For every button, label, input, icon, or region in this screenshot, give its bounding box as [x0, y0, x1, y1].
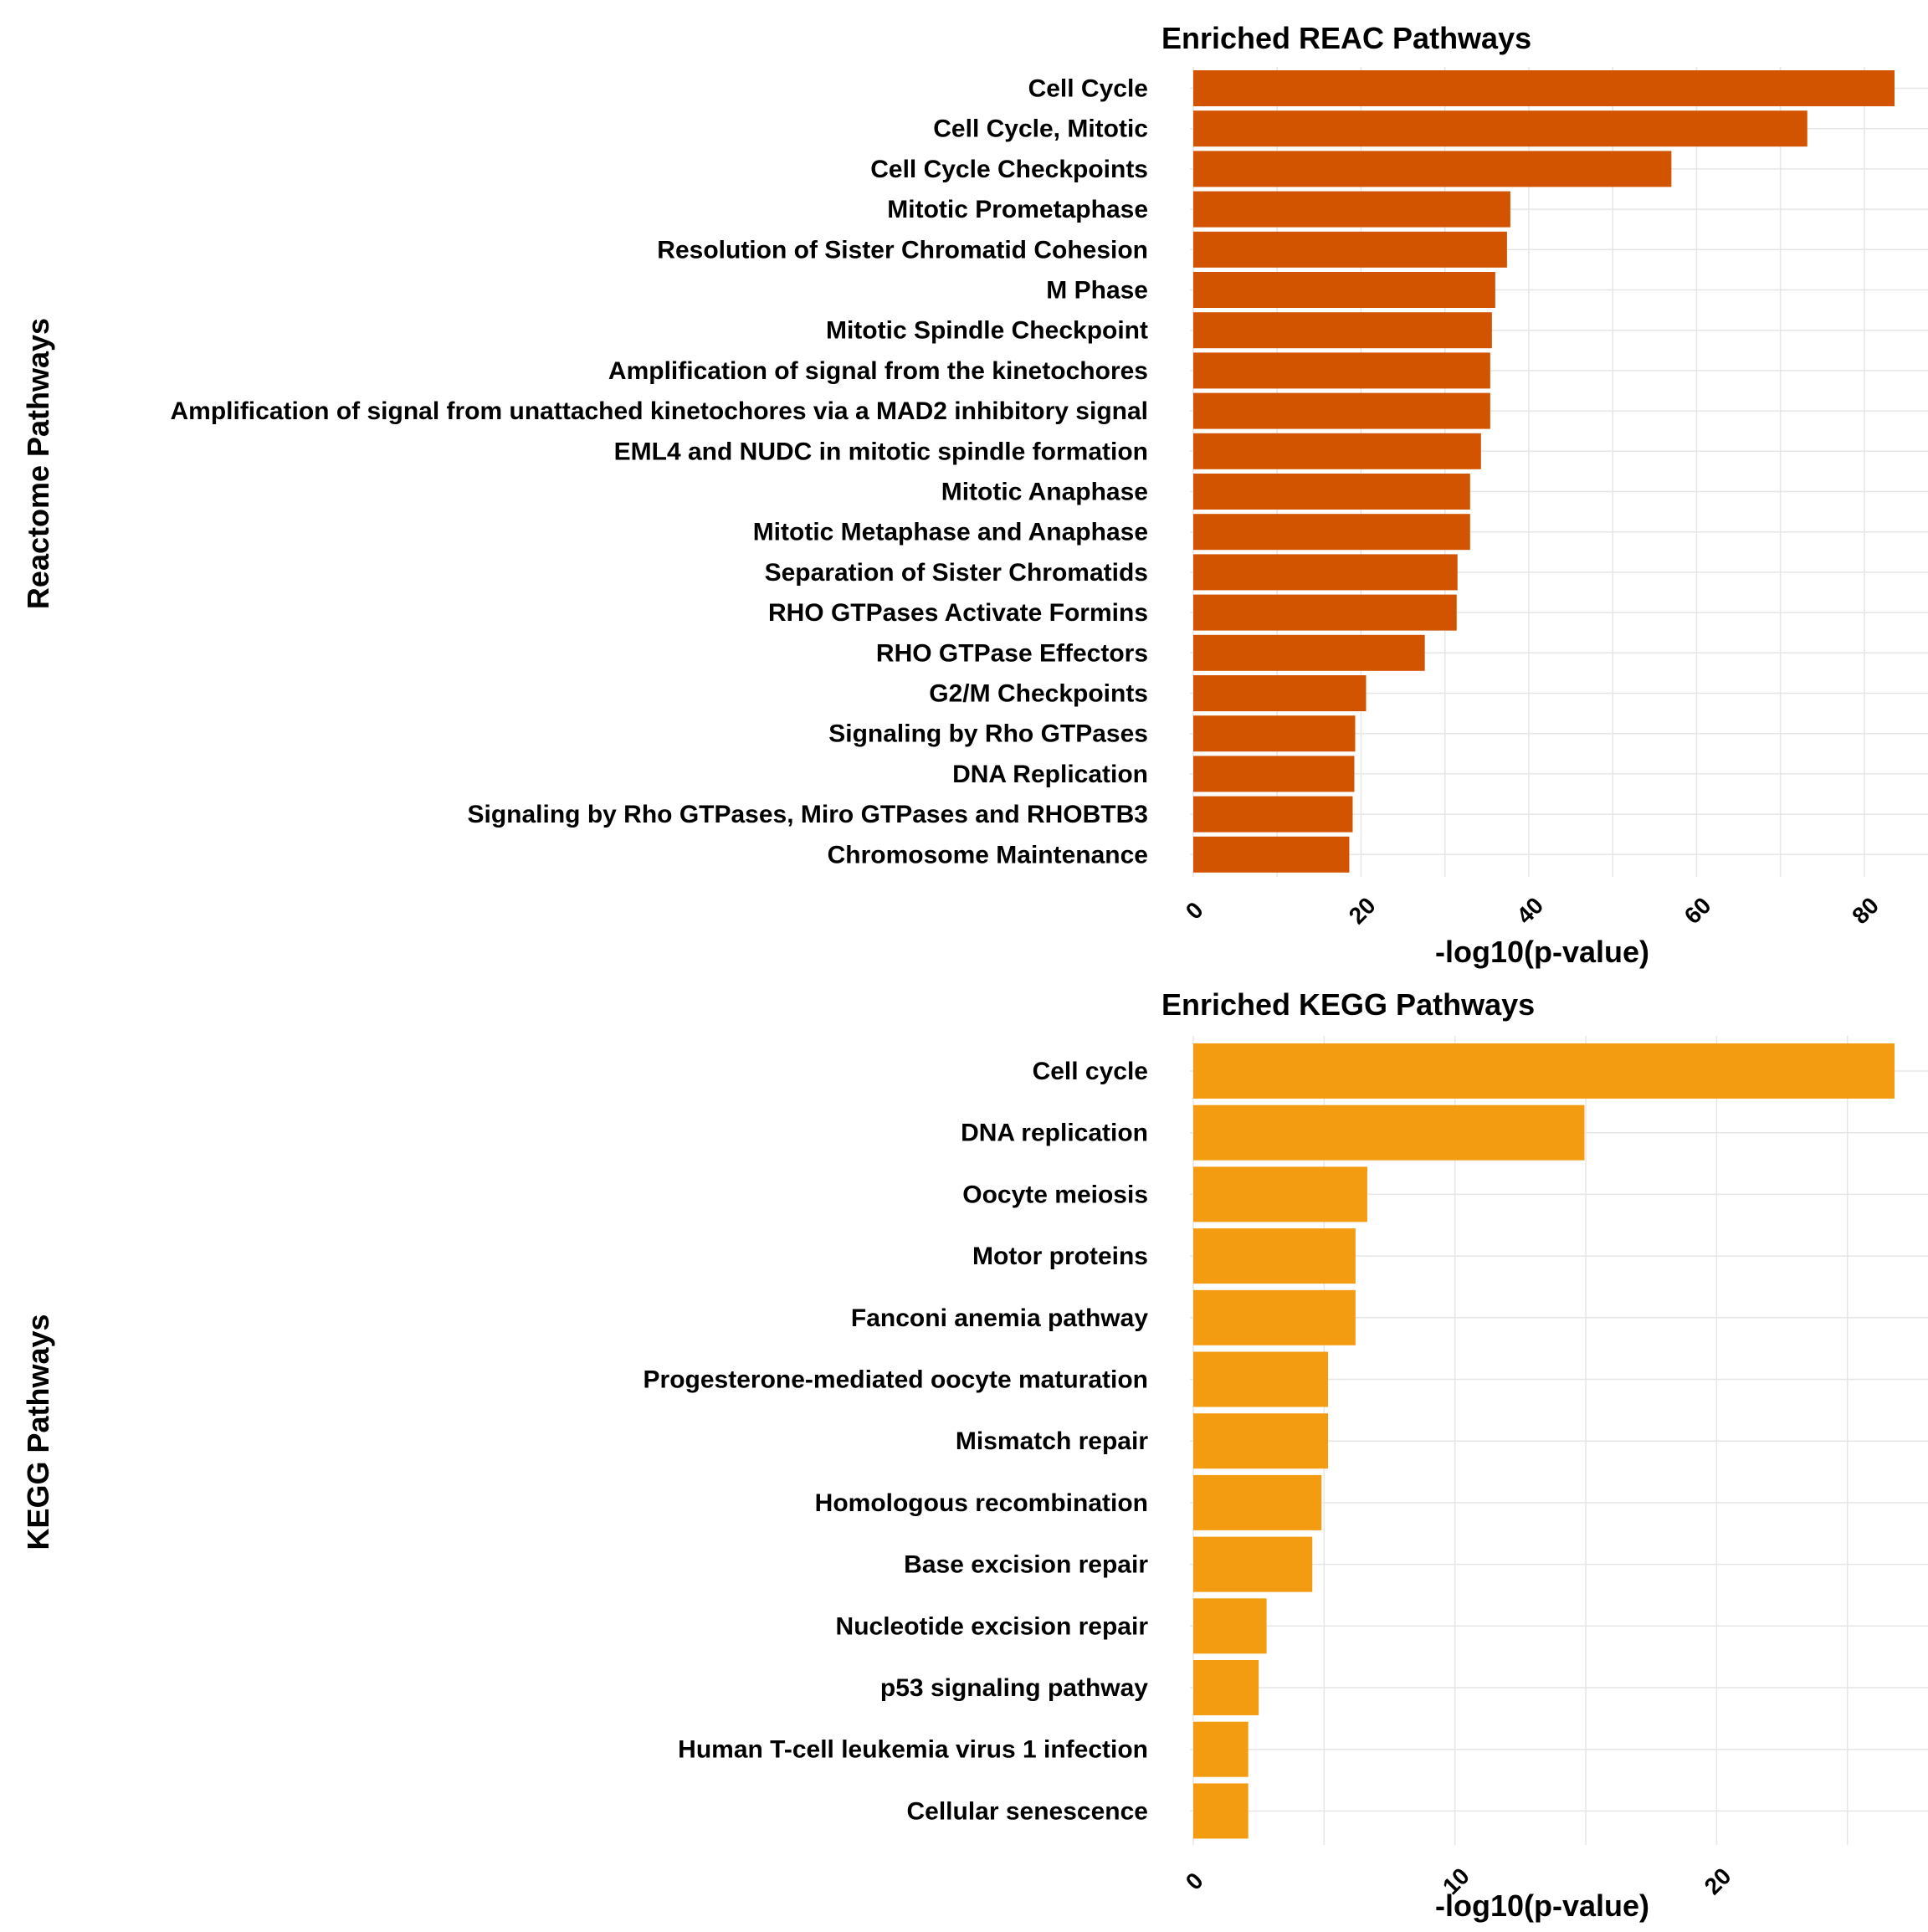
reac-category-label: RHO GTPase Effectors	[876, 639, 1148, 667]
kegg-bar	[1193, 1598, 1267, 1654]
reac-x-tick-labels: 0 20 40 60 80	[1181, 892, 1884, 929]
kegg-panel: Cell cycle DNA replication Oocyte meiosis M…	[21, 987, 1928, 1923]
reac-category-label: Amplification of signal from the kinetoc…	[608, 357, 1148, 385]
reac-x-tick-label: 20	[1344, 892, 1381, 929]
reac-category-label: Cell Cycle, Mitotic	[933, 115, 1148, 143]
kegg-category-label: Oocyte meiosis	[962, 1181, 1148, 1208]
reac-bar	[1193, 474, 1470, 510]
reac-panel: Cell Cycle Cell Cycle, Mitotic Cell Cycle …	[21, 21, 1928, 969]
kegg-x-tick-label: 20	[1700, 1863, 1736, 1899]
reac-gridlines	[1190, 67, 1928, 877]
reac-bar	[1193, 756, 1355, 792]
reac-category-label: RHO GTPases Activate Formins	[768, 599, 1148, 627]
kegg-category-label: Homologous recombination	[815, 1489, 1148, 1517]
reac-y-axis-title: Reactome Pathways	[21, 318, 55, 609]
kegg-category-label: Fanconi anemia pathway	[851, 1304, 1148, 1332]
kegg-category-label: Base excision repair	[904, 1551, 1148, 1579]
reac-category-label: Resolution of Sister Chromatid Cohesion	[657, 236, 1148, 264]
kegg-bar	[1193, 1166, 1367, 1222]
reac-category-label: Amplification of signal from unattached …	[170, 397, 1148, 425]
reac-bar	[1193, 70, 1895, 106]
reac-category-label: Mitotic Prometaphase	[887, 196, 1148, 223]
reac-bar	[1193, 715, 1356, 752]
kegg-category-label: p53 signaling pathway	[880, 1674, 1148, 1702]
kegg-bar	[1193, 1536, 1313, 1592]
reac-bar	[1193, 836, 1350, 873]
kegg-bar	[1193, 1660, 1259, 1715]
reac-bar	[1193, 110, 1808, 147]
reac-chart-title: Enriched REAC Pathways	[1161, 21, 1531, 55]
reac-bar	[1193, 433, 1481, 469]
kegg-category-label: Nucleotide excision repair	[836, 1612, 1149, 1640]
reac-category-label: Signaling by Rho GTPases	[828, 720, 1148, 748]
kegg-y-axis-title: KEGG Pathways	[21, 1314, 55, 1550]
kegg-bars	[1193, 1043, 1895, 1839]
reac-category-label: Mitotic Anaphase	[941, 479, 1148, 506]
reac-bar	[1193, 634, 1425, 671]
reac-bar	[1193, 675, 1367, 711]
reac-x-tick-label: 60	[1679, 892, 1716, 929]
reac-category-label: Mitotic Spindle Checkpoint	[826, 317, 1148, 345]
reac-x-axis-title: -log10(p-value)	[1435, 935, 1649, 969]
reac-bar	[1193, 796, 1353, 833]
kegg-bar	[1193, 1228, 1356, 1284]
reac-bar	[1193, 594, 1457, 631]
reac-category-label: Mitotic Metaphase and Anaphase	[753, 519, 1148, 546]
reac-bar	[1193, 554, 1458, 591]
kegg-x-tick-label: 0	[1181, 1868, 1208, 1895]
reac-bar	[1193, 312, 1492, 349]
reac-category-label: Separation of Sister Chromatids	[765, 559, 1148, 587]
reac-x-tick-label: 0	[1181, 897, 1208, 925]
kegg-bar	[1193, 1474, 1322, 1530]
kegg-category-label: Motor proteins	[972, 1243, 1148, 1270]
kegg-category-labels: Cell cycle DNA replication Oocyte meiosis M…	[644, 1058, 1149, 1825]
reac-category-label: EML4 and NUDC in mitotic spindle formati…	[614, 438, 1148, 465]
kegg-chart-title: Enriched KEGG Pathways	[1161, 987, 1535, 1022]
reac-x-tick-label: 80	[1847, 892, 1884, 929]
kegg-bar	[1193, 1783, 1249, 1839]
reac-category-label: Chromosome Maintenance	[828, 841, 1148, 869]
kegg-category-label: Progesterone-mediated oocyte maturation	[644, 1366, 1148, 1394]
kegg-bar	[1193, 1413, 1329, 1469]
reac-category-label: M Phase	[1046, 277, 1148, 305]
kegg-bar	[1193, 1351, 1329, 1407]
reac-category-label: Cell Cycle Checkpoints	[870, 156, 1148, 183]
reac-category-labels: Cell Cycle Cell Cycle, Mitotic Cell Cycle …	[170, 75, 1148, 869]
kegg-bar	[1193, 1289, 1356, 1345]
reac-category-label: DNA Replication	[952, 761, 1148, 788]
reac-bar	[1193, 191, 1510, 228]
reac-category-label: Cell Cycle	[1028, 75, 1148, 103]
kegg-category-label: Cell cycle	[1033, 1058, 1148, 1085]
reac-x-tick-label: 40	[1511, 892, 1548, 929]
kegg-category-label: Cellular senescence	[906, 1797, 1148, 1825]
kegg-bar	[1193, 1721, 1249, 1777]
reac-bar	[1193, 514, 1470, 551]
kegg-x-axis-title: -log10(p-value)	[1435, 1888, 1649, 1923]
reac-category-label: G2/M Checkpoints	[929, 680, 1148, 708]
kegg-bar	[1193, 1043, 1895, 1099]
reac-category-label: Signaling by Rho GTPases, Miro GTPases a…	[468, 801, 1149, 828]
kegg-category-label: DNA replication	[961, 1120, 1148, 1147]
reac-bar	[1193, 272, 1495, 308]
kegg-category-label: Human T-cell leukemia virus 1 infection	[678, 1736, 1148, 1764]
reac-bar	[1193, 231, 1507, 268]
reac-bars	[1193, 70, 1895, 873]
kegg-category-label: Mismatch repair	[956, 1427, 1148, 1455]
reac-bar	[1193, 392, 1490, 429]
kegg-bar	[1193, 1104, 1585, 1161]
reac-bar	[1193, 151, 1672, 187]
reac-bar	[1193, 352, 1490, 389]
